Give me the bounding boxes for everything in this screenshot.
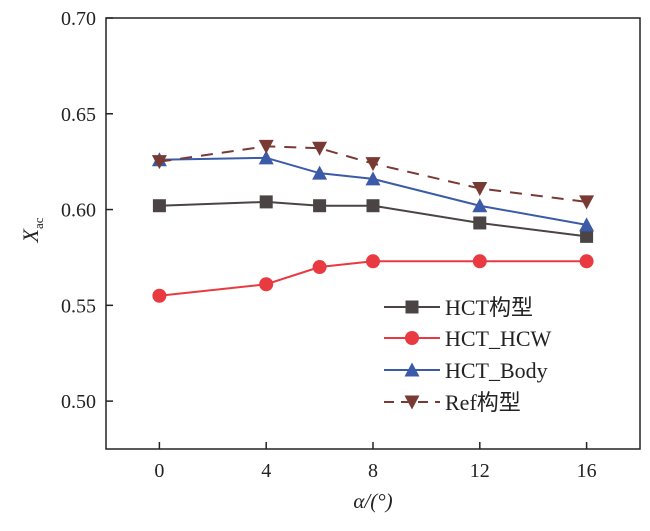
y-tick-label: 0.60 — [61, 200, 96, 222]
x-tick-label: 4 — [261, 460, 271, 482]
series-line — [159, 156, 587, 226]
y-tick-label: 0.55 — [61, 295, 96, 317]
series-1 — [152, 254, 594, 303]
data-point — [579, 195, 595, 210]
legend-label: HCT构型 — [445, 295, 533, 320]
data-point — [472, 254, 487, 269]
data-point — [366, 254, 380, 269]
x-tick-label: 12 — [470, 460, 490, 482]
x-axis-label: α/(°) — [353, 489, 392, 513]
data-point — [580, 229, 594, 243]
legend-label: Ref构型 — [445, 390, 521, 415]
data-point — [579, 254, 594, 269]
series-0 — [152, 195, 594, 243]
data-point — [258, 139, 274, 154]
y-tick-label: 0.65 — [61, 104, 96, 126]
legend-label: HCT_Body — [445, 358, 548, 383]
data-point — [259, 277, 274, 292]
y-tick-label: 0.70 — [61, 8, 96, 30]
legend-marker — [405, 331, 419, 345]
series-3 — [151, 139, 595, 210]
data-point — [472, 181, 488, 196]
data-point — [313, 199, 327, 213]
data-point — [365, 171, 381, 186]
legend-item: HCT构型 — [384, 295, 533, 320]
data-point — [258, 150, 274, 165]
x-tick-label: 8 — [368, 460, 378, 482]
data-point — [473, 216, 487, 230]
legend-marker — [404, 362, 420, 377]
data-point — [259, 195, 273, 209]
x-tick-label: 16 — [577, 460, 597, 482]
legend-label: HCT_HCW — [445, 326, 552, 351]
data-point — [366, 199, 380, 213]
data-point — [152, 199, 166, 213]
data-point — [312, 165, 328, 180]
y-tick-label: 0.50 — [61, 391, 96, 413]
legend-marker — [404, 395, 420, 410]
legend-item: Ref构型 — [384, 390, 521, 415]
data-point — [312, 260, 327, 275]
series-line — [159, 145, 587, 203]
legend-item: HCT_Body — [384, 358, 548, 383]
y-axis-label: Xac — [18, 217, 46, 243]
series-line — [159, 260, 587, 297]
legend-item: HCT_HCW — [384, 326, 552, 351]
data-point — [365, 157, 381, 172]
x-tick-label: 0 — [154, 460, 164, 482]
data-point — [472, 198, 488, 213]
data-point — [151, 155, 167, 170]
data-point — [312, 141, 328, 156]
legend-marker — [405, 300, 419, 314]
data-point — [152, 288, 167, 303]
series-line — [159, 200, 587, 238]
data-point — [579, 217, 595, 232]
